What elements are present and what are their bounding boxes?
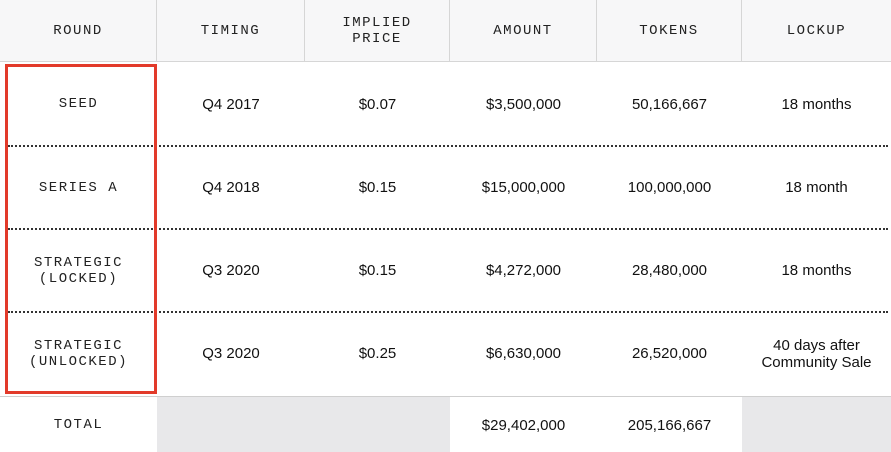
cell-text: $6,630,000 (485, 345, 562, 362)
cell: STRATEGIC (UNLOCKED) (0, 312, 157, 395)
cell: TOKENS (597, 0, 742, 62)
cell-text: IMPLIED PRICE (342, 14, 412, 47)
cell: 26,520,000 (597, 312, 742, 395)
highlight-box (5, 64, 157, 394)
cell-text: $0.15 (358, 179, 397, 196)
cell-text: 50,166,667 (631, 95, 708, 113)
cell: $3,500,000 (450, 62, 597, 146)
cell-text: TOKENS (639, 22, 699, 39)
cell: 50,166,667 (597, 62, 742, 146)
cell: $0.15 (305, 229, 450, 312)
cell: $6,630,000 (450, 312, 597, 395)
cell-text: Q4 2018 (202, 179, 260, 196)
data-row: STRATEGIC (UNLOCKED) Q3 2020 $0.25 $6,630,0… (0, 312, 891, 395)
cell: $15,000,000 (450, 146, 597, 229)
cell: 18 months (742, 62, 891, 146)
cell-text: TIMING (200, 22, 261, 39)
cell: 40 days after Community Sale (742, 312, 891, 395)
cell: TIMING (157, 0, 305, 62)
data-row: STRATEGIC (LOCKED) Q3 2020 $0.15 $4,272,000… (0, 229, 891, 312)
cell (305, 397, 450, 452)
cell: IMPLIED PRICE (305, 0, 450, 62)
cell-text: Q3 2020 (202, 262, 260, 279)
cell-text: 40 days after Community Sale (761, 336, 872, 371)
cell-text: $4,272,000 (485, 262, 562, 279)
data-row: SEED Q4 2017 $0.07 $3,500,000 50,166,667 18 m… (0, 62, 891, 146)
cell: 28,480,000 (597, 229, 742, 312)
cell: AMOUNT (450, 0, 597, 62)
cell: STRATEGIC (LOCKED) (0, 229, 157, 312)
cell-text: STRATEGIC (UNLOCKED) (28, 337, 128, 370)
cell-text: $3,500,000 (485, 95, 562, 113)
cell: Q3 2020 (157, 229, 305, 312)
separator (8, 145, 888, 147)
cell: 18 months (742, 229, 891, 312)
cell-text: $29,402,000 (481, 416, 566, 434)
cell-text: LOCKUP (786, 22, 847, 39)
cell-text: TOTAL (53, 417, 104, 433)
cell-text: SERIES A (38, 179, 119, 196)
cell-text: $0.15 (358, 262, 397, 279)
cell-text: 18 months (781, 95, 852, 113)
cell-text: STRATEGIC (LOCKED) (33, 254, 124, 287)
cell-text: 18 month (785, 179, 848, 196)
separator (8, 311, 888, 313)
cell: 205,166,667 (597, 397, 742, 452)
header-row: ROUND TIMING IMPLIED PRICE AMOUNT TOKENS LOCK… (0, 0, 891, 62)
cell: Q4 2017 (157, 62, 305, 146)
cell-text: 26,520,000 (631, 345, 708, 362)
cell: Q3 2020 (157, 312, 305, 395)
cell: TOTAL (0, 397, 157, 452)
cell: $0.25 (305, 312, 450, 395)
cell: $0.15 (305, 146, 450, 229)
cell-text: AMOUNT (493, 22, 553, 39)
cell: $0.07 (305, 62, 450, 146)
cell: Q4 2018 (157, 146, 305, 229)
data-row: SERIES A Q4 2018 $0.15 $15,000,000 100,000,0… (0, 146, 891, 229)
cell-text: $15,000,000 (481, 179, 566, 196)
cell-text: Q3 2020 (202, 345, 260, 362)
cell (157, 397, 305, 452)
cell-text: $0.25 (358, 345, 397, 362)
cell: 100,000,000 (597, 146, 742, 229)
cell-text: 100,000,000 (627, 179, 712, 196)
cell-text: 205,166,667 (627, 416, 712, 434)
cell: SEED (0, 62, 157, 146)
cell: $29,402,000 (450, 397, 597, 452)
total-row: TOTAL $29,402,000 205,166,667 (0, 396, 891, 452)
cell: SERIES A (0, 146, 157, 229)
cell-text: 18 months (781, 262, 852, 279)
cell: $4,272,000 (450, 229, 597, 312)
cell-text: Q4 2017 (202, 95, 260, 113)
cell: LOCKUP (742, 0, 891, 62)
cell (742, 397, 891, 452)
cell-text: ROUND (53, 22, 103, 39)
cell: 18 month (742, 146, 891, 229)
cell-text: 28,480,000 (631, 262, 708, 279)
cell-text: SEED (58, 96, 99, 112)
separator (8, 228, 888, 230)
cell-text: $0.07 (358, 95, 397, 113)
cell: ROUND (0, 0, 157, 62)
